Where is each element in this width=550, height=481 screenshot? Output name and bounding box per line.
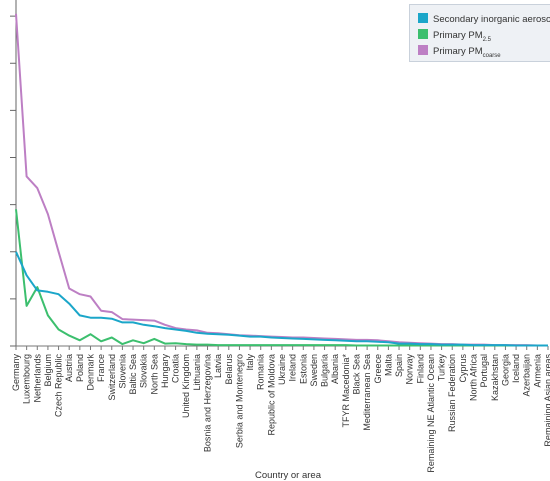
- x-tick-label: Azerbaijan: [522, 354, 532, 397]
- x-tick-label: Belgium: [43, 354, 53, 387]
- x-tick-label: Bosnia and Herzegovina: [203, 354, 213, 452]
- x-tick-label: Remaining NE Atlantic Ocean: [426, 354, 436, 473]
- x-tick-label: Kazakhstan: [490, 354, 500, 401]
- x-tick-label: Latvia: [213, 354, 223, 378]
- x-tick-label: Albania: [330, 354, 340, 384]
- x-axis-title: Country or area: [255, 470, 322, 481]
- series-line-primary-pmcoarse: [15, 13, 548, 347]
- legend: Secondary inorganic aerosols Primary PM2…: [409, 4, 550, 62]
- x-tick-label: Romania: [256, 354, 266, 390]
- legend-item-primary-pm25: Primary PM2.5: [418, 29, 491, 43]
- x-tick-label: Lithuania: [192, 354, 202, 391]
- x-tick-label: Germany: [11, 354, 21, 392]
- series-group: [15, 13, 548, 347]
- x-tick-label: Poland: [75, 354, 85, 382]
- x-tick-label: Remaining Asian areas: [543, 354, 550, 447]
- x-tick-label: Spain: [394, 354, 404, 377]
- x-tick-label: Baltic Sea: [128, 354, 138, 395]
- x-tick-label: North Africa: [469, 354, 479, 401]
- legend-swatch: [418, 45, 428, 55]
- x-tick-label: Republic of Moldova: [266, 354, 276, 436]
- series-line-secondary-inorganic-aerosols: [15, 251, 548, 347]
- x-tick-label: Estonia: [298, 354, 308, 384]
- x-tick-label: Malta: [383, 354, 393, 376]
- x-tick-label: Slovakia: [139, 354, 149, 388]
- x-tick-label: Greece: [373, 354, 383, 384]
- legend-item-primary-pmcoarse: Primary PMcoarse: [418, 45, 501, 59]
- x-tick-label: Denmark: [85, 354, 95, 391]
- x-tick-label: Black Sea: [351, 354, 361, 395]
- legend-swatch: [418, 13, 428, 23]
- x-tick-label: Italy: [245, 354, 255, 371]
- x-tick-label: Portugal: [479, 354, 489, 388]
- series-line-primary-pm2-5: [15, 209, 548, 347]
- x-tick-label: Iceland: [511, 354, 521, 383]
- x-tick-label: Cyprus: [458, 354, 468, 383]
- x-tick-label: Luxembourg: [22, 354, 32, 404]
- x-tick-label: Finland: [415, 354, 425, 384]
- x-tick-label: North Sea: [149, 354, 159, 395]
- legend-label: Secondary inorganic aerosols: [433, 14, 550, 25]
- legend-swatch: [418, 29, 428, 39]
- x-tick-label: France: [96, 354, 106, 382]
- x-tick-label: Hungary: [160, 354, 170, 389]
- x-tick-label: Sweden: [309, 354, 319, 387]
- legend-label-subscript: 2.5: [482, 36, 491, 43]
- x-tick-label: Croatia: [171, 354, 181, 383]
- x-tick-label: Switzerland: [107, 354, 117, 401]
- x-tick-label: Austria: [64, 354, 74, 382]
- x-tick-label: United Kingdom: [181, 354, 191, 418]
- legend-label: Primary PM: [433, 30, 483, 41]
- x-tick-label: Mediterranean Sea: [362, 354, 372, 431]
- x-tick-label: Czech Republic: [54, 354, 64, 418]
- x-tick-label: Georgia: [500, 354, 510, 386]
- x-tick-label: Belarus: [224, 354, 234, 385]
- x-tick-label: Turkey: [437, 354, 447, 382]
- x-tick-label: Armenia: [532, 354, 542, 388]
- x-tick-label: Netherlands: [32, 354, 42, 403]
- x-tick-label: Serbia and Montenegro: [234, 354, 244, 448]
- x-tick-label: Bulgaria: [320, 354, 330, 387]
- x-tick-labels: Germany Luxembourg Netherlands Belgium Czech…: [11, 354, 550, 473]
- x-tick-label: TFYR Macedonia*: [341, 354, 351, 428]
- x-tick-label: Russian Federation: [447, 354, 457, 432]
- x-tick-label: Ukraine: [277, 354, 287, 385]
- legend-label-subscript: coarse: [482, 52, 501, 59]
- legend-item-secondary-inorganic-aerosols: Secondary inorganic aerosols: [418, 13, 550, 25]
- x-tick-label: Norway: [405, 354, 415, 385]
- x-tick-label: Slovenia: [117, 354, 127, 389]
- x-tick-label: Ireland: [288, 354, 298, 382]
- legend-label: Primary PM: [433, 46, 483, 57]
